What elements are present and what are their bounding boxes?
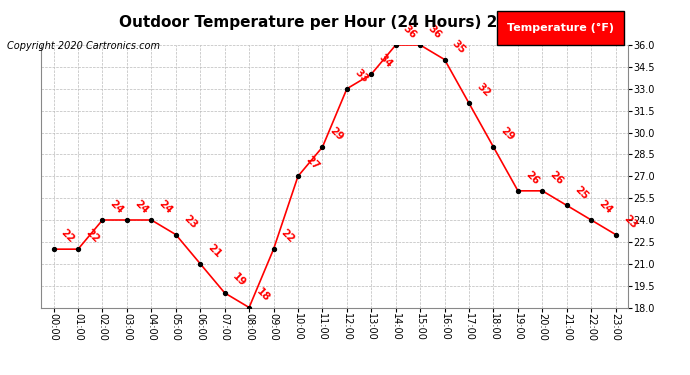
Point [146, 217, 157, 223]
Point [488, 144, 499, 150]
Text: Copyright 2020 Cartronics.com: Copyright 2020 Cartronics.com [7, 41, 160, 51]
Text: 22: 22 [83, 228, 101, 245]
Point [561, 202, 572, 208]
Text: 29: 29 [499, 126, 516, 143]
Text: 24: 24 [132, 198, 150, 216]
Point [537, 188, 548, 194]
Point [195, 261, 206, 267]
Point [72, 246, 83, 252]
Point [464, 100, 475, 106]
Point [342, 86, 353, 92]
Point [415, 42, 426, 48]
Text: 34: 34 [377, 53, 394, 70]
Point [293, 173, 304, 179]
Point [317, 144, 328, 150]
Text: 18: 18 [255, 286, 272, 303]
Text: 33: 33 [353, 67, 370, 85]
Text: 19: 19 [230, 272, 248, 289]
Text: Outdoor Temperature per Hour (24 Hours) 20200210: Outdoor Temperature per Hour (24 Hours) … [119, 15, 571, 30]
Point [439, 57, 450, 63]
Point [586, 217, 597, 223]
Text: Temperature (°F): Temperature (°F) [507, 23, 615, 33]
Point [391, 42, 402, 48]
Text: 32: 32 [475, 82, 492, 99]
Point [610, 232, 621, 238]
Text: 22: 22 [59, 228, 77, 245]
Text: 23: 23 [621, 213, 638, 230]
Text: 22: 22 [279, 228, 297, 245]
Text: 24: 24 [597, 198, 614, 216]
Point [366, 71, 377, 77]
Text: 24: 24 [157, 198, 175, 216]
Text: 29: 29 [328, 126, 345, 143]
Text: 23: 23 [181, 213, 199, 230]
Text: 24: 24 [108, 198, 126, 216]
Point [170, 232, 181, 238]
Text: 27: 27 [304, 154, 321, 172]
Text: 21: 21 [206, 242, 223, 260]
Text: 36: 36 [426, 24, 443, 41]
Point [48, 246, 59, 252]
Text: 36: 36 [402, 24, 419, 41]
Point [97, 217, 108, 223]
Point [268, 246, 279, 252]
Text: 25: 25 [573, 184, 590, 201]
Text: 35: 35 [450, 38, 468, 56]
Text: 26: 26 [524, 170, 541, 187]
Text: 26: 26 [548, 170, 565, 187]
Point [219, 290, 230, 296]
Point [121, 217, 132, 223]
Point [513, 188, 524, 194]
Point [244, 304, 255, 310]
